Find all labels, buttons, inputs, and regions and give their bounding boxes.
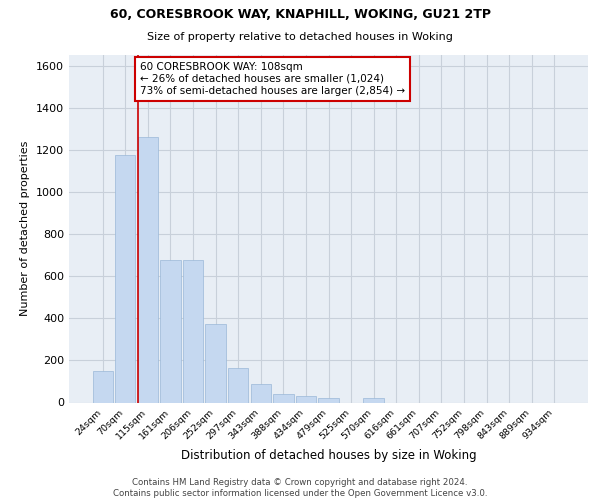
Bar — [319, 398, 338, 402]
Bar — [115, 155, 136, 402]
X-axis label: Distribution of detached houses by size in Woking: Distribution of detached houses by size … — [181, 450, 476, 462]
Bar — [183, 260, 203, 402]
Y-axis label: Number of detached properties: Number of detached properties — [20, 141, 31, 316]
Bar — [228, 368, 248, 402]
Bar — [251, 384, 271, 402]
Bar — [160, 260, 181, 402]
Bar — [205, 324, 226, 402]
Text: Size of property relative to detached houses in Woking: Size of property relative to detached ho… — [147, 32, 453, 42]
Bar — [273, 394, 293, 402]
Bar — [364, 398, 384, 402]
Bar — [138, 137, 158, 402]
Text: 60, CORESBROOK WAY, KNAPHILL, WOKING, GU21 2TP: 60, CORESBROOK WAY, KNAPHILL, WOKING, GU… — [110, 8, 491, 20]
Text: 60 CORESBROOK WAY: 108sqm
← 26% of detached houses are smaller (1,024)
73% of se: 60 CORESBROOK WAY: 108sqm ← 26% of detac… — [140, 62, 405, 96]
Bar — [296, 396, 316, 402]
Text: Contains HM Land Registry data © Crown copyright and database right 2024.
Contai: Contains HM Land Registry data © Crown c… — [113, 478, 487, 498]
Bar — [92, 371, 113, 402]
